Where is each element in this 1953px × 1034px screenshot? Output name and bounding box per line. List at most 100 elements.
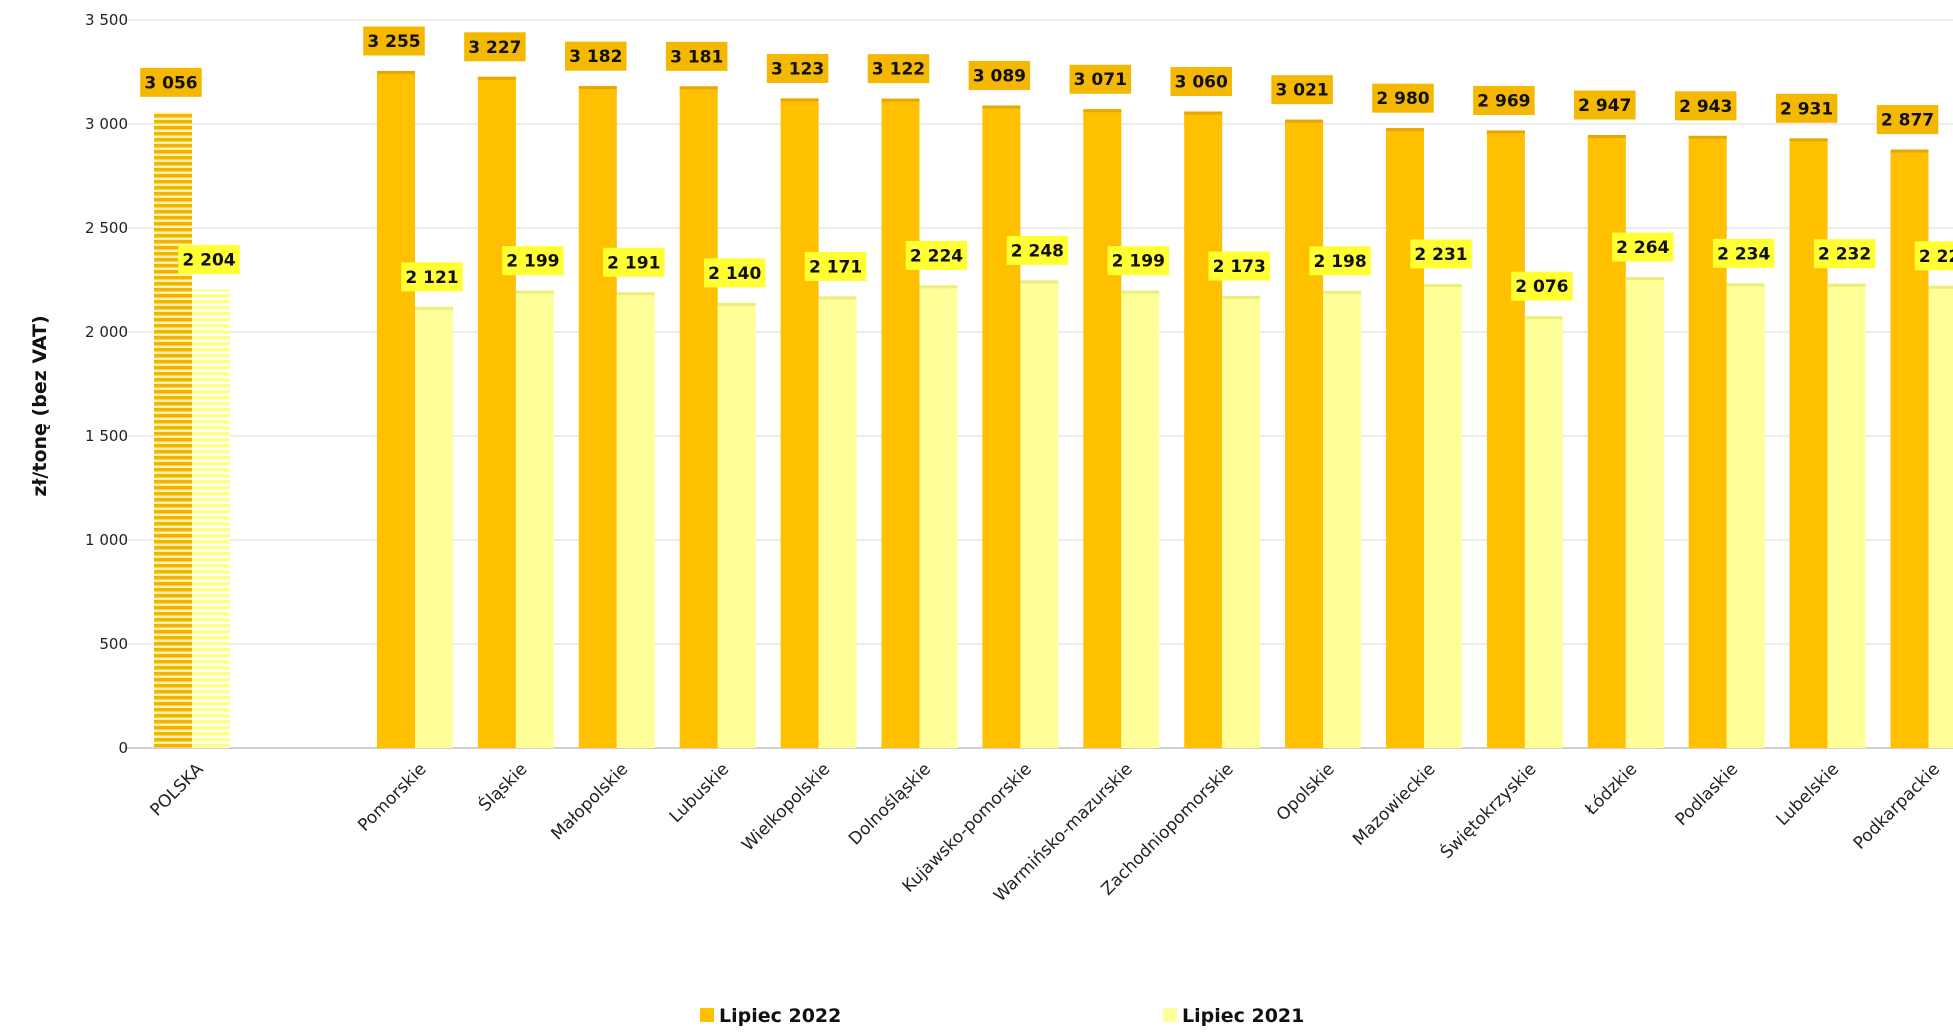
y-tick-label: 3 000 [85, 115, 128, 133]
data-label-2021-box [401, 262, 463, 292]
x-tick-label: Podkarpackie [1850, 759, 1944, 853]
bar-2022-cap [1688, 135, 1727, 139]
bar-2021 [1928, 285, 1953, 748]
bar-2021-cap [515, 290, 554, 294]
data-label-2022: 2 980 [1376, 89, 1429, 109]
data-label-2021-box [1309, 246, 1371, 276]
bar-2022-cap [982, 105, 1021, 109]
bar-2022-cap [578, 86, 617, 90]
x-tick-label: Opolskie [1273, 759, 1339, 825]
data-label-2021-box [1107, 246, 1170, 276]
bar-2021 [1625, 277, 1664, 748]
data-label-2022: 3 227 [468, 38, 521, 58]
bar-2021 [1323, 290, 1362, 748]
data-label-2021: 2 140 [708, 264, 761, 284]
data-label-2021: 2 224 [910, 246, 963, 266]
data-label-2021: 2 121 [405, 268, 458, 288]
bar-2021-cap [1121, 290, 1160, 294]
data-labels: 3 056 2 204 3 255 2 121 3 227 2 199 3 182 2 191… [140, 26, 1953, 301]
bar-2021 [1827, 283, 1866, 748]
data-label-2021: 2 231 [1414, 245, 1467, 265]
data-label-2022: 3 255 [367, 32, 420, 52]
data-label-2021-box [703, 258, 766, 288]
bar-2022 [1688, 135, 1727, 748]
bar-2022 [1486, 130, 1525, 748]
data-label-2021: 2 234 [1717, 244, 1770, 264]
bar-2021 [1121, 290, 1160, 748]
bar-2022 [780, 98, 819, 748]
data-label-2022-box [968, 60, 1031, 90]
bar-2021-cap [818, 296, 857, 300]
bar-2021-cap [1222, 296, 1261, 300]
data-label-2022-box [665, 41, 728, 71]
bar-2022-cap [1386, 128, 1424, 132]
data-label-2022-box [1170, 67, 1232, 97]
data-label-2022: 3 181 [670, 47, 723, 67]
bar-2021 [717, 302, 756, 748]
data-label-2022: 2 877 [1881, 111, 1934, 131]
bar-2022 [377, 70, 415, 748]
bar-2022 [477, 76, 516, 748]
bar-2021-cap [1726, 283, 1765, 287]
data-label-2022: 2 943 [1679, 97, 1732, 117]
data-label-2022: 2 931 [1780, 99, 1833, 119]
x-tick-label: Świętokrzyskie [1435, 758, 1540, 863]
legend-swatch-2022 [700, 1008, 714, 1022]
data-label-2022-box [1674, 91, 1737, 121]
legend-label-2022: Lipiec 2022 [719, 1005, 841, 1027]
data-label-2021: 2 232 [1818, 245, 1871, 265]
data-label-2021: 2 171 [809, 257, 862, 277]
bar-2022 [679, 86, 718, 749]
y-tick-label: 3 500 [85, 11, 128, 29]
bar-2022 [1789, 138, 1828, 749]
bar-2022 [881, 98, 920, 748]
data-label-2022-box [1876, 105, 1939, 135]
bar-2022-cap [477, 76, 516, 80]
bar-2021 [919, 285, 958, 748]
bar-2021-cap [1020, 280, 1059, 284]
data-label-2022-box [1271, 75, 1333, 105]
x-tick-label: Lubelskie [1773, 759, 1844, 830]
data-label-2021-box [905, 240, 968, 270]
bar-2022 [1184, 111, 1223, 748]
bar-2021 [818, 296, 857, 748]
bar-2021 [1222, 296, 1261, 748]
data-label-2021: 2 173 [1213, 257, 1266, 277]
data-label-2021-box [1712, 238, 1775, 268]
y-tick-label: 1 000 [85, 531, 128, 549]
y-tick-label: 500 [99, 635, 128, 653]
bar-2022-cap [1789, 138, 1828, 142]
y-axis-title: zł/tonę (bez VAT) [29, 315, 51, 496]
data-label-2021-box [178, 245, 240, 275]
bar-2021 [1020, 280, 1059, 748]
x-tick-label: Łódzkie [1581, 759, 1642, 820]
data-label-2021: 2 222 [1919, 247, 1953, 267]
bar-2021-cap [1928, 285, 1953, 289]
y-tick-label: 0 [118, 739, 128, 757]
x-tick-label: Śląskie [474, 758, 532, 816]
bar-2022-cap [1890, 149, 1929, 153]
data-label-2022-box [1775, 93, 1838, 123]
y-tick-label: 2 000 [85, 323, 128, 341]
bar-2021-cap [1424, 283, 1462, 287]
data-label-2022-box [464, 32, 526, 62]
data-label-2022: 3 123 [771, 59, 824, 79]
bar-2022-cap [679, 86, 718, 90]
x-tick-label: Wielkopolskie [738, 759, 834, 855]
data-label-2022: 2 969 [1477, 91, 1530, 111]
x-tick-label: Pomorskie [354, 759, 430, 835]
data-label-2022: 3 060 [1175, 73, 1228, 93]
bar-2021 [616, 292, 655, 748]
data-label-2021: 2 248 [1011, 241, 1064, 261]
bar-2021-cap [1827, 283, 1866, 287]
bar-2021-cap [616, 292, 655, 296]
y-axis: 0 500 1 000 1 500 2 000 2 500 3 000 3 500 [85, 11, 128, 757]
bar-2022 [578, 86, 617, 749]
bar-2022 [1386, 128, 1424, 748]
data-label-2021: 2 199 [506, 252, 559, 272]
bar-2022 [982, 105, 1021, 749]
data-label-2022-box [140, 67, 202, 97]
legend-label-2021: Lipiec 2021 [1182, 1005, 1304, 1027]
data-label-2022-box [867, 54, 930, 84]
